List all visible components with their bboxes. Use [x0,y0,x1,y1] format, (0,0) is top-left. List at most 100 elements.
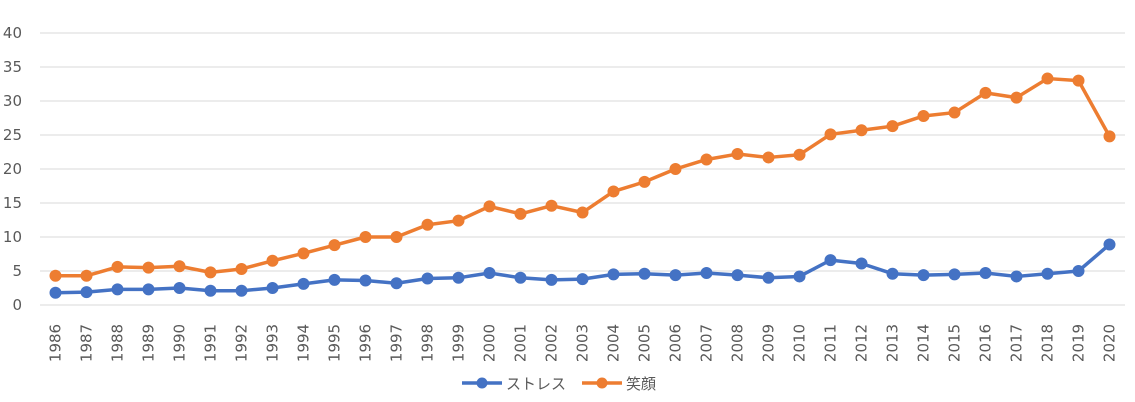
series-1 [49,238,1116,299]
gridlines [40,32,1125,306]
legend-marker [476,377,488,389]
legend-label: ストレス [506,375,566,393]
x-tick-label: 2004 [605,324,623,362]
x-tick-label: 1991 [202,324,220,362]
data-point [886,267,899,280]
data-point [824,254,837,267]
y-tick-label: 15 [3,194,22,212]
x-tick-label: 1996 [357,324,375,362]
data-point [762,271,775,284]
data-point [1103,238,1116,251]
data-point [669,163,682,175]
x-tick-label: 1998 [419,324,437,362]
data-point [1072,74,1085,87]
y-tick-label: 20 [3,160,22,178]
x-tick-label: 2019 [1070,324,1088,362]
x-tick-label: 1987 [78,324,96,362]
data-point [762,151,775,164]
x-tick-label: 1999 [450,324,468,362]
data-point [235,262,248,275]
x-tick-label: 2005 [636,324,654,362]
legend-marker [596,377,608,389]
data-point [173,282,186,294]
series-lines [49,72,1116,299]
data-point [80,286,93,299]
data-point [917,109,930,122]
x-tick-label: 2000 [481,324,499,362]
x-tick-label: 2010 [791,324,809,362]
legend: ストレス 笑顔 [462,375,656,393]
data-point [111,283,124,296]
data-point [793,270,806,283]
x-tick-label: 2015 [946,324,964,362]
data-point [1010,270,1023,283]
x-tick-label: 2003 [574,324,592,362]
data-point [328,239,341,252]
x-tick-label: 1989 [140,324,158,362]
data-point [948,106,961,119]
data-point [359,274,372,287]
data-point [266,254,279,267]
y-tick-label: 35 [3,58,22,76]
data-point [111,260,124,273]
legend-label: 笑顔 [626,375,656,393]
data-point [266,282,279,294]
data-point [390,231,403,243]
data-point [669,269,682,282]
x-tick-label: 2013 [884,324,902,362]
y-axis-ticks: 0 5 10 15 20 25 30 35 40 [3,24,22,314]
y-tick-label: 5 [12,262,22,280]
data-point [1103,130,1116,143]
y-tick-label: 30 [3,92,22,110]
x-tick-label: 1995 [326,324,344,362]
data-point [483,200,496,213]
data-point [576,206,589,219]
data-point [917,269,930,282]
data-point [328,273,341,286]
data-point [886,120,899,133]
data-point [979,267,992,280]
x-tick-label: 1994 [295,324,313,362]
x-tick-label: 2020 [1101,324,1119,362]
legend-item-2: 笑顔 [582,375,656,393]
data-point [793,148,806,161]
y-tick-label: 0 [12,296,22,314]
data-point [1041,267,1054,280]
data-point [390,277,403,290]
y-tick-label: 25 [3,126,22,144]
data-point [452,271,465,284]
data-point [514,207,527,220]
data-point [204,284,217,297]
data-point [700,267,713,280]
data-point [142,261,155,274]
x-tick-label: 2002 [543,324,561,362]
data-point [297,247,310,260]
data-point [545,273,558,286]
x-tick-label: 2012 [853,324,871,362]
x-tick-label: 1990 [171,324,189,362]
x-tick-label: 1993 [264,324,282,362]
legend-item-1: ストレス [462,375,566,393]
data-point [731,269,744,282]
x-tick-label: 2009 [760,324,778,362]
data-point [1072,265,1085,277]
x-tick-label: 2008 [729,324,747,362]
data-point [49,269,62,282]
data-point [80,269,93,282]
series-2 [49,72,1116,282]
x-tick-label: 2007 [698,324,716,362]
x-tick-label: 2014 [915,324,933,362]
data-point [452,214,465,227]
x-tick-label: 2001 [512,324,530,362]
data-point [545,199,558,212]
data-point [855,124,868,137]
x-tick-label: 2018 [1039,324,1057,362]
data-point [49,286,62,299]
data-point [948,268,961,281]
y-tick-label: 40 [3,24,22,42]
data-point [700,153,713,166]
data-point [979,86,992,99]
data-point [483,267,496,280]
data-point [638,175,651,188]
